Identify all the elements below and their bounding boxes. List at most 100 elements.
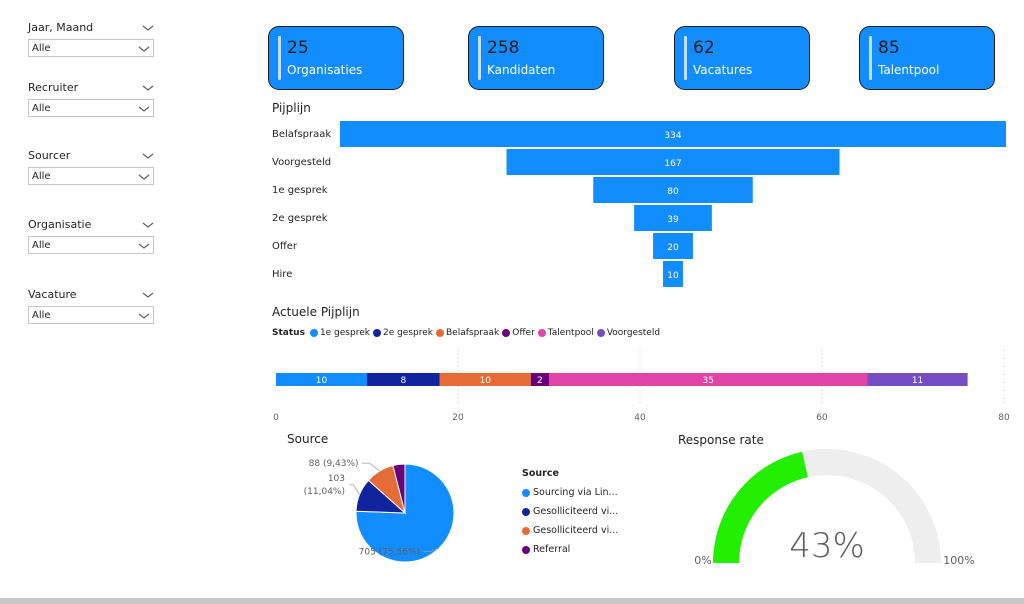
slicer-dropdown[interactable]: Alle [28, 306, 154, 324]
legend-item[interactable]: Gesolliciteerd vi... [522, 521, 632, 540]
pie-leader-line [349, 484, 360, 495]
kpi-card-vacatures[interactable]: 62 Vacatures [674, 26, 810, 90]
funnel-data-label: 20 [667, 243, 679, 253]
legend-dot [522, 526, 530, 535]
slicer-title: Jaar, Maand [28, 21, 94, 34]
gauge-title: Response rate [678, 433, 764, 447]
slicer-dropdown[interactable]: Alle [28, 99, 154, 117]
slicer-sourcer: Sourcer Alle [28, 148, 156, 185]
card-accent-bar [869, 36, 872, 80]
pie-slice [355, 479, 407, 514]
chevron-down-icon[interactable] [142, 289, 154, 301]
legend-dot [522, 507, 530, 516]
chevron-down-icon [138, 46, 150, 52]
funnel-category-label: Voorgesteld [272, 157, 331, 168]
slicer-title: Vacature [28, 288, 77, 301]
chevron-down-icon [138, 313, 150, 319]
stacked-bar-segment [439, 373, 531, 386]
legend-item[interactable]: Offer [502, 328, 535, 338]
legend-item[interactable]: Referral [522, 540, 632, 559]
funnel-bar [593, 177, 753, 203]
legend-dot [537, 329, 546, 337]
legend-label: Referral [533, 544, 571, 555]
slicer-dropdown[interactable]: Alle [28, 39, 154, 57]
pie-data-label: 103 [328, 474, 345, 484]
pie-leader-line [361, 462, 380, 472]
card-label: Organisaties [287, 63, 363, 77]
segment-data-label: 2 [537, 376, 543, 386]
x-tick-label: 80 [998, 413, 1010, 423]
slicer-value: Alle [32, 240, 51, 251]
card-label: Vacatures [693, 63, 753, 77]
chevron-down-icon[interactable] [142, 22, 154, 34]
slicer-dropdown[interactable]: Alle [28, 167, 154, 185]
funnel-category-label: 1e gesprek [272, 185, 328, 196]
stacked-bar-segment [367, 373, 440, 386]
funnel-title: Pijplijn [272, 101, 311, 115]
stacked-bar-segment [276, 373, 367, 386]
legend-item[interactable]: Belafspraak [436, 328, 499, 338]
legend-item[interactable]: Gesolliciteerd vi... [522, 502, 632, 521]
legend-item[interactable]: 2e gesprek [372, 328, 433, 338]
slicer-value: Alle [32, 171, 51, 182]
pie-data-label: (11,04%) [304, 487, 345, 497]
card-accent-bar [478, 36, 481, 80]
legend-dot [522, 488, 530, 497]
pie-data-label: 88 (9,43%) [309, 459, 359, 469]
funnel-data-label: 334 [664, 131, 681, 141]
segment-data-label: 10 [316, 376, 328, 386]
x-tick-label: 20 [452, 413, 464, 423]
legend-label: Gesolliciteerd vi... [533, 506, 619, 517]
slicer-value: Alle [32, 310, 51, 321]
legend-dot [502, 329, 511, 337]
legend-item[interactable]: Talentpool [537, 328, 594, 338]
funnel-category-label: 2e gesprek [272, 213, 328, 224]
pie-slice [392, 463, 406, 514]
slicer-recruiter: Recruiter Alle [28, 80, 156, 117]
legend-item[interactable]: 1e gesprek [309, 328, 370, 338]
segment-data-label: 10 [480, 376, 492, 386]
legend-title: Status [272, 328, 305, 338]
slicer-jaar-maand: Jaar, Maand Alle [28, 20, 156, 57]
x-tick-label: 40 [634, 413, 646, 423]
legend-label: Belafspraak [446, 328, 500, 338]
slicer-organisatie: Organisatie Alle [28, 217, 156, 254]
slicer-vacature: Vacature Alle [28, 287, 156, 324]
legend-label: Voorgesteld [606, 328, 661, 338]
legend-item[interactable]: Voorgesteld [596, 328, 661, 338]
chevron-down-icon [138, 106, 150, 112]
funnel-bar [506, 149, 840, 175]
funnel-data-label: 10 [667, 271, 679, 281]
legend-label: Talentpool [547, 328, 594, 338]
legend-dot [309, 329, 318, 337]
pie-chart-legend: Source Sourcing via Lin... Gesolliciteerd… [522, 468, 632, 559]
funnel-category-label: Belafspraak [272, 129, 331, 140]
kpi-card-talentpool[interactable]: 85 Talentpool [859, 26, 995, 90]
funnel-bar [340, 121, 1006, 147]
stacked-bar-segment [867, 373, 968, 386]
legend-label: 1e gesprek [319, 328, 370, 338]
stacked-chart-title: Actuele Pijplijn [272, 305, 360, 319]
chevron-down-icon[interactable] [142, 150, 154, 162]
card-value: 25 [287, 38, 309, 58]
funnel-data-label: 80 [667, 187, 679, 197]
chevron-down-icon[interactable] [142, 219, 154, 231]
legend-item[interactable]: Sourcing via Lin... [522, 483, 632, 502]
kpi-card-organisaties[interactable]: 25 Organisaties [268, 26, 404, 90]
pie-data-label: 705 (75,56%) [359, 547, 420, 557]
slicer-value: Alle [32, 103, 51, 114]
legend-dot [596, 329, 605, 337]
funnel-category-label: Offer [272, 241, 298, 252]
segment-data-label: 8 [401, 376, 407, 386]
legend-dot [372, 329, 381, 337]
kpi-card-kandidaten[interactable]: 258 Kandidaten [468, 26, 604, 90]
chevron-down-icon[interactable] [142, 82, 154, 94]
gauge-min-label: 0% [694, 554, 711, 567]
stacked-bar-segment [530, 373, 549, 386]
slicer-dropdown[interactable]: Alle [28, 236, 154, 254]
slicer-title: Sourcer [28, 149, 71, 162]
stacked-bar-segment [549, 373, 868, 386]
x-tick-label: 60 [816, 413, 828, 423]
card-label: Talentpool [878, 63, 940, 77]
slicer-value: Alle [32, 43, 51, 54]
